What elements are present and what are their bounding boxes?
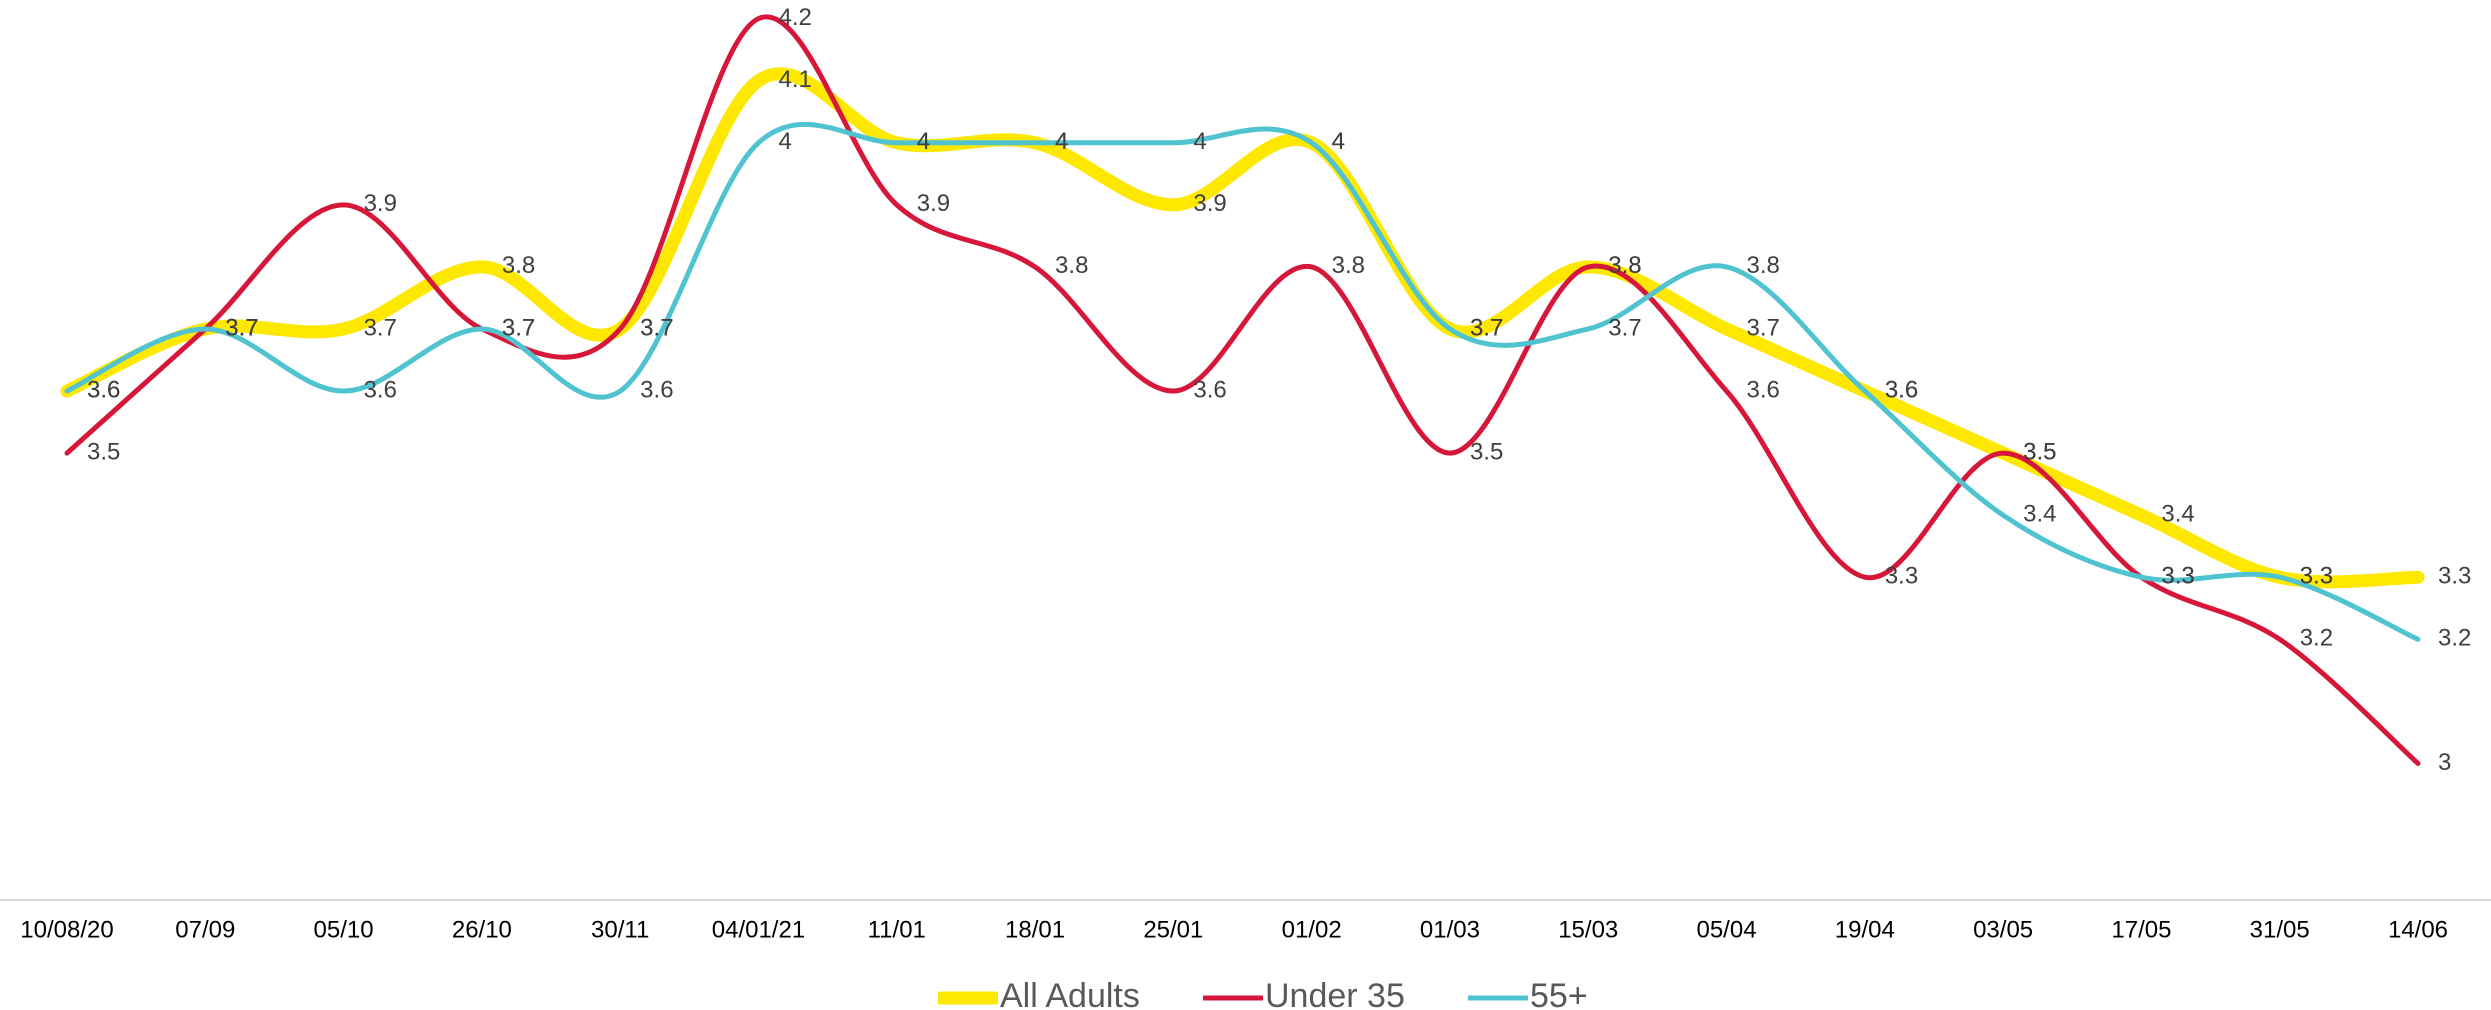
data-label: 3.5	[87, 438, 120, 465]
data-label: 3	[2438, 749, 2451, 776]
data-label: 3.7	[502, 314, 535, 341]
data-label: 4.2	[778, 4, 811, 31]
data-label: 3.6	[1747, 376, 1780, 403]
data-label: 3.7	[225, 314, 258, 341]
legend-label: All Adults	[1000, 977, 1140, 1010]
data-label: 3.6	[87, 376, 120, 403]
data-label: 3.3	[2161, 563, 2194, 590]
x-tick-label: 19/04	[1835, 916, 1895, 943]
x-tick-label: 26/10	[452, 916, 512, 943]
data-label: 3.7	[640, 314, 673, 341]
x-tick-label: 14/06	[2388, 916, 2448, 943]
data-label: 3.6	[640, 376, 673, 403]
data-label: 3.9	[364, 190, 397, 217]
data-label: 3.3	[2161, 563, 2194, 590]
x-tick-label: 05/10	[314, 916, 374, 943]
data-label: 4	[1193, 128, 1206, 155]
x-tick-label: 10/08/20	[20, 916, 113, 943]
data-label: 3.4	[2161, 501, 2194, 528]
data-label: 3.6	[364, 376, 397, 403]
data-label: 3.7	[640, 314, 673, 341]
data-label: 3.8	[502, 252, 535, 279]
data-label: 4	[778, 128, 791, 155]
data-label: 4	[1055, 128, 1068, 155]
data-label: 4	[1055, 128, 1068, 155]
x-tick-label: 05/04	[1696, 916, 1756, 943]
data-label: 3.8	[1608, 252, 1641, 279]
x-tick-label: 11/01	[868, 916, 926, 943]
legend-label: Under 35	[1265, 977, 1405, 1010]
data-label: 3.6	[1885, 376, 1918, 403]
data-label: 3.7	[364, 314, 397, 341]
data-label: 3.9	[1193, 190, 1226, 217]
data-label: 3.3	[2300, 563, 2333, 590]
x-tick-label: 04/01/21	[712, 916, 805, 943]
legend-label: 55+	[1530, 977, 1588, 1010]
data-label: 3.9	[917, 190, 950, 217]
series-line	[64, 121, 2421, 642]
data-label: 3.7	[225, 314, 258, 341]
data-label: 3.2	[2438, 625, 2471, 652]
data-label: 3.7	[502, 314, 535, 341]
x-tick-label: 18/01	[1005, 916, 1065, 943]
data-label: 3.7	[1470, 314, 1503, 341]
x-tick-label: 15/03	[1558, 916, 1618, 943]
data-label: 3.5	[2023, 438, 2056, 465]
data-label: 3.3	[1885, 563, 1918, 590]
data-label: 3.5	[2023, 438, 2056, 465]
data-label: 4.1	[778, 66, 811, 93]
data-label: 4	[1332, 128, 1345, 155]
data-label: 4	[917, 128, 930, 155]
data-label: 3.5	[1470, 438, 1503, 465]
x-tick-label: 03/05	[1973, 916, 2033, 943]
data-label: 3.8	[1608, 252, 1641, 279]
data-label: 3.2	[2300, 625, 2333, 652]
x-tick-label: 01/02	[1282, 916, 1342, 943]
data-label: 3.6	[87, 376, 120, 403]
data-label: 3.4	[2023, 501, 2056, 528]
x-tick-label: 17/05	[2111, 916, 2171, 943]
data-label: 3.6	[1193, 376, 1226, 403]
data-label: 3.7	[1747, 314, 1780, 341]
data-label: 3.7	[1608, 314, 1641, 341]
data-label: 3.7	[1470, 314, 1503, 341]
x-tick-label: 30/11	[591, 916, 649, 943]
data-label: 3.3	[2438, 563, 2471, 590]
data-label: 4	[917, 128, 930, 155]
x-tick-label: 01/03	[1420, 916, 1480, 943]
data-label: 3.6	[1885, 376, 1918, 403]
data-label: 3.7	[225, 314, 258, 341]
data-label: 3.3	[2300, 563, 2333, 590]
data-label: 3.8	[1055, 252, 1088, 279]
x-tick-label: 07/09	[175, 916, 235, 943]
x-tick-label: 31/05	[2250, 916, 2310, 943]
data-label: 3.8	[1332, 252, 1365, 279]
data-label: 4	[1332, 128, 1345, 155]
x-tick-label: 25/01	[1143, 916, 1203, 943]
data-label: 3.8	[1747, 252, 1780, 279]
